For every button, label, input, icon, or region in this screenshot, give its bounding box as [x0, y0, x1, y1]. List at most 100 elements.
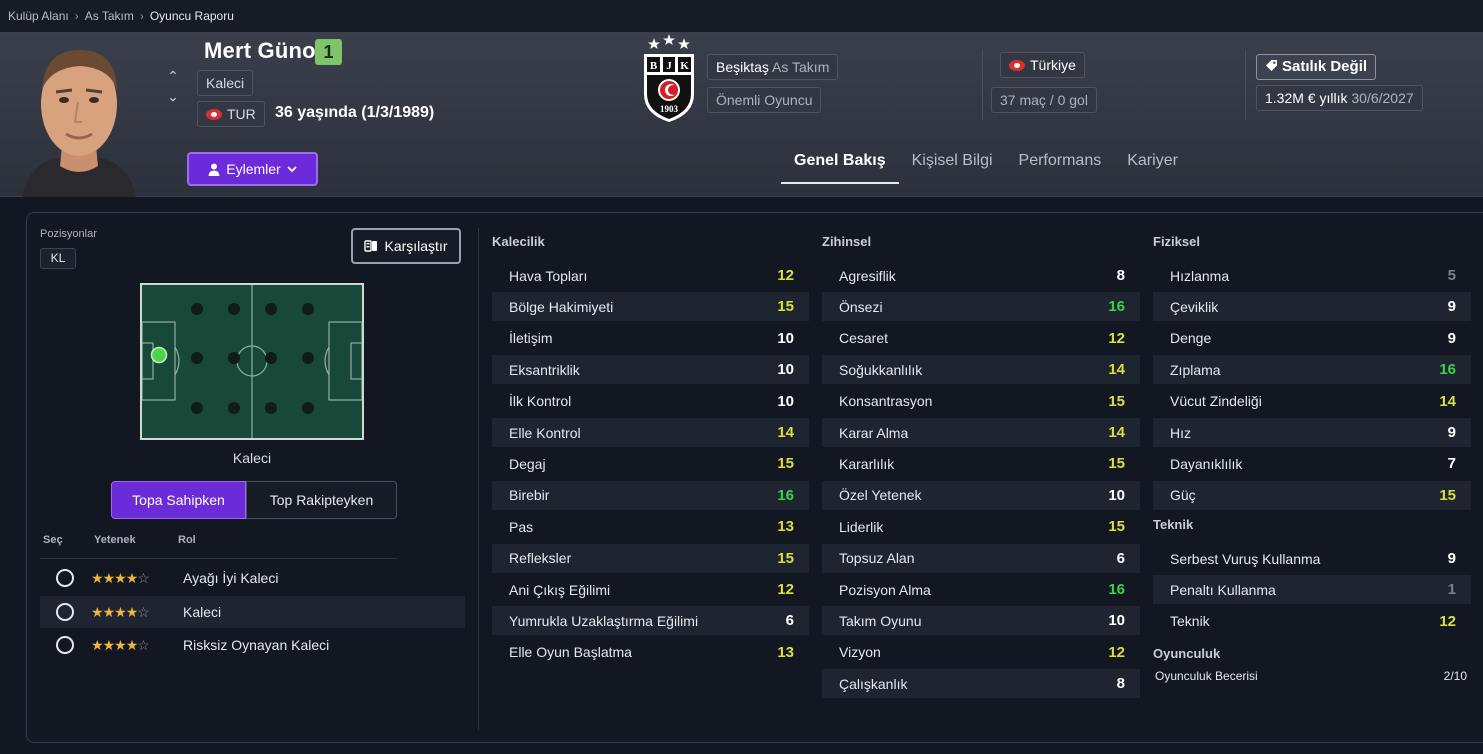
attribute-row[interactable]: İlk Kontrol 10	[492, 387, 809, 416]
position-pitch[interactable]	[140, 283, 364, 440]
attribute-row[interactable]: Soğukkanlılık 14	[822, 355, 1140, 385]
attribute-value: 14	[1439, 392, 1456, 410]
attribute-name: Teknik	[1170, 613, 1210, 630]
star-icon: ★	[102, 569, 116, 586]
attribute-row[interactable]: Vücut Zindeliği 14	[1153, 387, 1471, 416]
role-radio[interactable]	[56, 569, 74, 587]
attribute-row[interactable]: Takım Oyunu 10	[822, 606, 1140, 636]
attribute-row[interactable]: Yumrukla Uzaklaştırma Eğilimi 6	[492, 606, 809, 636]
attribute-value: 12	[1108, 329, 1125, 347]
attribute-value: 13	[777, 518, 794, 536]
attribute-row[interactable]: Karar Alma 14	[822, 418, 1140, 447]
breadcrumb-item-club[interactable]: Kulüp Alanı	[8, 9, 69, 23]
attribute-name: Yumrukla Uzaklaştırma Eğilimi	[509, 612, 699, 629]
attribute-row[interactable]: Zıplama 16	[1153, 355, 1471, 385]
star-icon: ★	[114, 569, 127, 586]
attribute-name: Elle Kontrol	[509, 424, 581, 441]
attribute-row[interactable]: Hava Topları 12	[492, 261, 809, 290]
role-row[interactable]: ★★★★☆ Kaleci	[40, 596, 465, 628]
attribute-row[interactable]: Teknik 12	[1153, 607, 1471, 636]
attribute-row[interactable]: Agresiflik 8	[822, 261, 1140, 290]
club-chip[interactable]: Beşiktaş As Takım	[707, 54, 839, 80]
physical-title: Fiziksel	[1153, 234, 1200, 249]
attribute-row[interactable]: Serbest Vuruş Kullanma 9	[1153, 544, 1471, 573]
divider	[40, 558, 397, 559]
star-icon: ★	[91, 636, 104, 653]
tag-icon	[1266, 60, 1277, 71]
logo-letter-k: K	[680, 60, 689, 72]
role-radio[interactable]	[56, 603, 74, 621]
attribute-row[interactable]: Topsuz Alan 6	[822, 543, 1140, 573]
club-name: Beşiktaş	[716, 59, 769, 75]
attribute-row[interactable]: Birebir 16	[492, 480, 809, 510]
attribute-row[interactable]: Ani Çıkış Eğilimi 12	[492, 575, 809, 604]
attribute-row[interactable]: Çalışkanlık 8	[822, 669, 1140, 699]
role-row[interactable]: ★★★★☆ Risksiz Oynayan Kaleci	[40, 629, 465, 661]
tab-overview[interactable]: Genel Bakış	[781, 144, 899, 184]
attribute-value: 15	[1108, 518, 1125, 536]
goalkeeping-title: Kalecilik	[492, 234, 545, 249]
attribute-name: Bölge Hakimiyeti	[509, 298, 614, 315]
attribute-row[interactable]: Hız 9	[1153, 418, 1471, 447]
actions-button[interactable]: Eylemler	[187, 152, 318, 186]
attribute-row[interactable]: Degaj 15	[492, 449, 809, 478]
tab-career[interactable]: Kariyer	[1127, 152, 1178, 169]
attribute-value: 7	[1447, 455, 1456, 473]
attribute-row[interactable]: Hızlanma 5	[1153, 261, 1471, 290]
out-of-possession-toggle[interactable]: Top Rakipteyken	[246, 481, 397, 519]
tab-personal-info[interactable]: Kişisel Bilgi	[911, 152, 993, 169]
attribute-row[interactable]: Eksantriklik 10	[492, 355, 809, 385]
attribute-row[interactable]: Güç 15	[1153, 480, 1471, 510]
attribute-row[interactable]: Penaltı Kullanma 1	[1153, 575, 1471, 605]
mental-title: Zihinsel	[822, 234, 872, 249]
in-possession-toggle[interactable]: Topa Sahipken	[111, 481, 246, 519]
attribute-row[interactable]: Vizyon 12	[822, 638, 1140, 667]
attribute-row[interactable]: Özel Yetenek 10	[822, 480, 1140, 510]
role-radio[interactable]	[56, 636, 74, 654]
transfer-status-chip[interactable]: Satılık Değil	[1256, 54, 1377, 80]
breadcrumb-item-squad[interactable]: As Takım	[84, 9, 134, 23]
logo-year: 1903	[660, 104, 679, 114]
attribute-row[interactable]: Konsantrasyon 15	[822, 387, 1140, 416]
attribute-row[interactable]: Bölge Hakimiyeti 15	[492, 292, 809, 322]
attribute-name: Takım Oyunu	[839, 612, 922, 629]
attribute-row[interactable]: Önsezi 16	[822, 292, 1140, 322]
chevron-up-icon[interactable]: ⌃	[167, 68, 179, 84]
compare-label: Karşılaştır	[384, 238, 448, 254]
attribute-row[interactable]: Denge 9	[1153, 324, 1471, 353]
player-header: ⌃ ⌃ Mert Günok 1 Kaleci TUR 36 yaşında (…	[0, 32, 1483, 197]
role-row[interactable]: ★★★★☆ Ayağı İyi Kaleci	[40, 562, 465, 594]
attribute-row[interactable]: Pozisyon Alma 16	[822, 575, 1140, 604]
attribute-name: Hızlanma	[1170, 267, 1230, 284]
attribute-row[interactable]: Elle Kontrol 14	[492, 418, 809, 447]
star-icon: ★	[102, 603, 116, 620]
attribute-row[interactable]: Dayanıklılık 7	[1153, 449, 1471, 478]
attribute-row[interactable]: Pas 13	[492, 512, 809, 541]
role-name: Ayağı İyi Kaleci	[183, 570, 279, 586]
contract-expiry: 30/6/2027	[1351, 90, 1414, 106]
attribute-value: 9	[1447, 550, 1456, 567]
roles-header-ability: Yetenek	[94, 534, 136, 546]
role-name: Kaleci	[183, 604, 222, 620]
turkey-flag-icon	[1009, 60, 1025, 71]
attribute-row[interactable]: Kararlılık 15	[822, 449, 1140, 478]
nation-name: Türkiye	[1030, 57, 1076, 73]
attribute-row[interactable]: Liderlik 15	[822, 512, 1140, 541]
chevron-down-icon	[287, 165, 297, 172]
role-stars: ★★★★☆	[91, 570, 183, 587]
attribute-name: Liderlik	[839, 518, 884, 535]
club-logo[interactable]: B J K 1903	[640, 34, 698, 124]
attribute-row[interactable]: Çeviklik 9	[1153, 292, 1471, 322]
attribute-row[interactable]: Cesaret 12	[822, 324, 1140, 353]
attribute-row[interactable]: Elle Oyun Başlatma 13	[492, 638, 809, 667]
attribute-value: 12	[1108, 643, 1125, 661]
star-icon: ★	[91, 569, 104, 586]
nation-chip[interactable]: Türkiye	[1000, 52, 1085, 78]
attribute-row[interactable]: Refleksler 15	[492, 543, 809, 573]
attribute-row[interactable]: İletişim 10	[492, 324, 809, 353]
tab-performance[interactable]: Performans	[1018, 152, 1102, 169]
chevron-down-icon[interactable]: ⌃	[167, 88, 179, 104]
nationality-chip[interactable]: TUR	[197, 101, 265, 127]
compare-button[interactable]: Karşılaştır	[351, 228, 461, 264]
attribute-value: 10	[777, 329, 794, 347]
